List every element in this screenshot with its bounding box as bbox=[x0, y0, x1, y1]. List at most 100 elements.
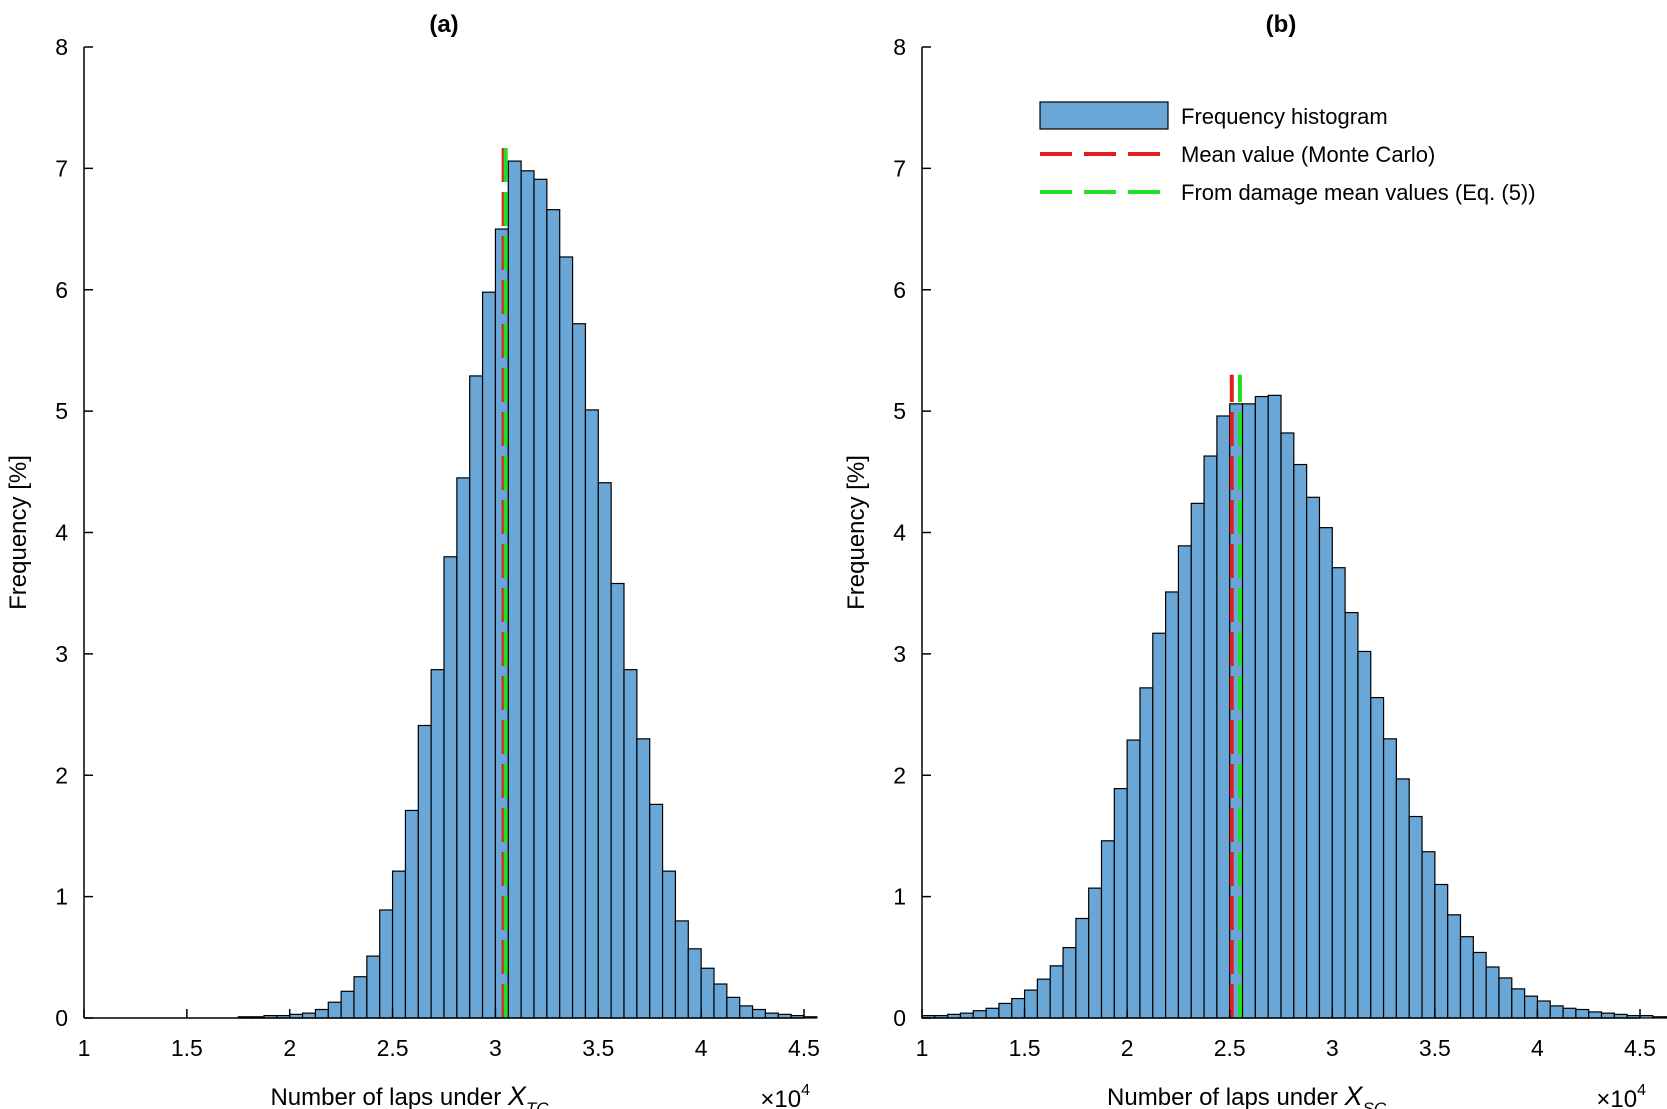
y-tick-label: 7 bbox=[55, 155, 68, 181]
histogram-bar bbox=[661, 870, 677, 1019]
histogram-bar bbox=[636, 738, 651, 1019]
histogram-bar bbox=[1331, 567, 1346, 1019]
histogram-bar bbox=[1511, 988, 1526, 1019]
histogram-bar bbox=[1267, 394, 1282, 1019]
histogram-bar bbox=[1165, 591, 1180, 1019]
x-tick-label: 4.5 bbox=[1624, 1035, 1656, 1061]
histogram-bar bbox=[751, 1008, 767, 1019]
x-tick-label: 4.5 bbox=[788, 1035, 820, 1061]
histogram-bar bbox=[700, 967, 715, 1019]
legend-swatch-histogram bbox=[1039, 101, 1169, 130]
histogram-bar bbox=[456, 477, 471, 1019]
histogram-bar bbox=[507, 160, 522, 1019]
histogram-bars bbox=[237, 160, 818, 1019]
histogram-bar bbox=[417, 724, 432, 1019]
y-tick-label: 4 bbox=[55, 520, 68, 546]
histogram-bar bbox=[1011, 997, 1026, 1019]
chart-title: (a) bbox=[429, 11, 458, 38]
histogram-bar bbox=[972, 1010, 987, 1019]
y-axis-label: Frequency [%] bbox=[843, 455, 870, 610]
y-tick-label: 8 bbox=[893, 34, 906, 60]
histogram-bar bbox=[327, 1001, 342, 1019]
histogram-bar bbox=[1549, 1005, 1564, 1019]
histogram-bar bbox=[559, 256, 574, 1019]
histogram-bar bbox=[1447, 914, 1462, 1019]
histogram-bar bbox=[674, 920, 689, 1019]
histogram-bar bbox=[1241, 403, 1256, 1019]
histogram-bar bbox=[1652, 1016, 1667, 1019]
histogram-bar bbox=[1139, 687, 1154, 1019]
histogram-bar bbox=[803, 1016, 818, 1019]
histogram-bar bbox=[1075, 917, 1090, 1019]
x-tick-label: 2.5 bbox=[377, 1035, 409, 1061]
histogram-bar bbox=[1536, 1000, 1551, 1019]
x-tick-label: 1.5 bbox=[171, 1035, 203, 1061]
histogram-bar bbox=[610, 582, 625, 1019]
x-tick-label: 4 bbox=[1531, 1035, 1544, 1061]
histogram-bar bbox=[1152, 632, 1167, 1019]
x-tick-label: 2 bbox=[1121, 1035, 1134, 1061]
x-tick-label: 1.5 bbox=[1009, 1035, 1041, 1061]
y-tick-label: 3 bbox=[55, 641, 68, 667]
histogram-bar bbox=[584, 409, 599, 1019]
histogram-bar bbox=[998, 1002, 1013, 1019]
histogram-bar bbox=[726, 996, 741, 1019]
y-tick-label: 2 bbox=[893, 762, 906, 788]
y-tick-label: 6 bbox=[55, 277, 68, 303]
x-tick-label: 2 bbox=[283, 1035, 296, 1061]
histogram-bar bbox=[1575, 1008, 1590, 1019]
y-tick-label: 0 bbox=[893, 1005, 906, 1031]
y-tick-label: 2 bbox=[55, 762, 68, 788]
histogram-bar bbox=[1524, 995, 1539, 1019]
histogram-bar bbox=[1357, 650, 1372, 1019]
x-tick-label: 1 bbox=[916, 1035, 929, 1061]
chart-title: (b) bbox=[1266, 11, 1297, 38]
histogram-bar bbox=[1395, 778, 1410, 1019]
histogram-bar bbox=[1306, 496, 1321, 1019]
y-tick-label: 8 bbox=[55, 34, 68, 60]
y-tick-label: 1 bbox=[893, 884, 906, 910]
y-tick-label: 0 bbox=[55, 1005, 68, 1031]
histogram-bar bbox=[1498, 977, 1513, 1019]
histogram-bar bbox=[985, 1007, 1000, 1019]
histogram-bar bbox=[1665, 1016, 1667, 1019]
histogram-bar bbox=[1177, 545, 1192, 1019]
histogram-bar bbox=[430, 669, 445, 1019]
histogram-bar bbox=[1100, 840, 1115, 1019]
histogram-bar bbox=[1485, 966, 1500, 1019]
x-exponent-label: ×104 bbox=[1596, 1082, 1646, 1109]
histogram-bar bbox=[1216, 415, 1231, 1019]
histogram-bar bbox=[1639, 1014, 1654, 1019]
histogram-bar bbox=[1126, 739, 1141, 1019]
histogram-bar bbox=[404, 809, 419, 1019]
histogram-bar bbox=[1459, 936, 1474, 1019]
histogram-bar bbox=[1382, 738, 1397, 1019]
x-axis-label: Number of laps under XSC2 bbox=[1107, 1081, 1393, 1109]
histogram-bar bbox=[1318, 527, 1333, 1019]
histogram-bar bbox=[1190, 502, 1205, 1019]
y-tick-label: 6 bbox=[893, 277, 906, 303]
y-tick-label: 5 bbox=[55, 398, 68, 424]
x-tick-label: 3 bbox=[489, 1035, 502, 1061]
y-axis-label: Frequency [%] bbox=[5, 455, 32, 610]
legend-entry-label: From damage mean values (Eq. (5)) bbox=[1181, 180, 1536, 205]
histogram-bar bbox=[1434, 883, 1449, 1019]
histogram-bar bbox=[623, 669, 638, 1019]
histogram-bar bbox=[546, 209, 561, 1019]
x-axis-label: Number of laps under XTC1 bbox=[270, 1081, 555, 1109]
legend: Frequency histogram Mean value (Monte Car… bbox=[1039, 101, 1536, 205]
histogram-bar bbox=[379, 909, 394, 1019]
histogram-bar bbox=[713, 983, 728, 1019]
x-tick-label: 3.5 bbox=[1419, 1035, 1451, 1061]
histogram-bar bbox=[1062, 947, 1077, 1019]
histogram-bar bbox=[366, 955, 381, 1019]
y-tick-label: 7 bbox=[893, 155, 906, 181]
histogram-bar bbox=[1421, 851, 1436, 1019]
histogram-bar bbox=[1254, 395, 1269, 1019]
legend-entry-label: Mean value (Monte Carlo) bbox=[1181, 142, 1435, 167]
histogram-bar bbox=[1344, 612, 1359, 1019]
histogram-bar bbox=[571, 323, 587, 1019]
histogram-bar bbox=[1588, 1011, 1603, 1019]
